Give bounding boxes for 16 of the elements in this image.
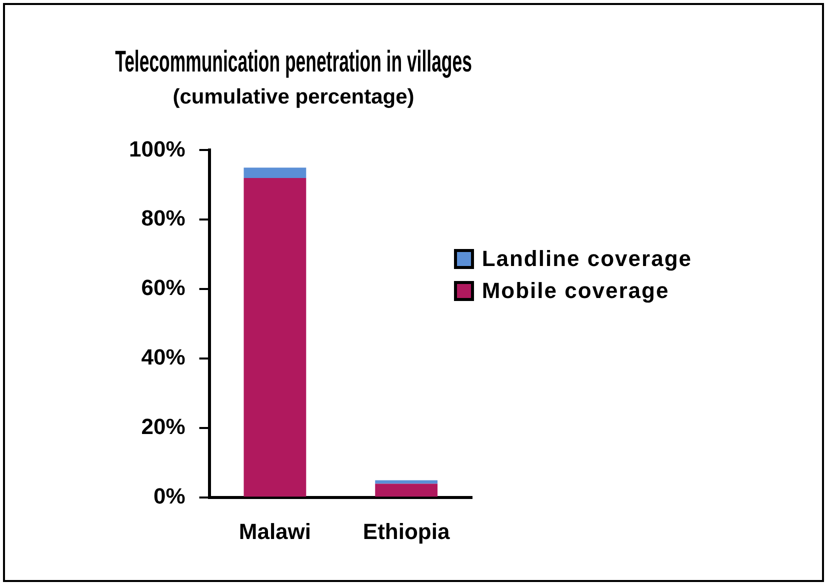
- y-tick-label: 0%: [153, 484, 186, 509]
- bar: [375, 484, 438, 497]
- x-tick-label: Malawi: [238, 518, 312, 544]
- bar: [375, 480, 438, 484]
- y-tick-label: 20%: [141, 414, 186, 440]
- y-tick-label: 80%: [141, 206, 186, 231]
- y-tick-label: 100%: [128, 136, 186, 162]
- y-tick-label: 60%: [141, 275, 186, 300]
- legend-label: Landline coverage: [482, 246, 692, 272]
- y-tick-label: 40%: [141, 344, 186, 370]
- legend-label: Mobile coverage: [482, 278, 670, 304]
- bar: [244, 178, 306, 497]
- chart-subtitle: (cumulative percentage): [172, 85, 414, 108]
- x-tick-label: Ethiopia: [362, 518, 450, 544]
- bar: [244, 168, 306, 178]
- chart-title: Telecommunication penetration in villages: [115, 46, 472, 79]
